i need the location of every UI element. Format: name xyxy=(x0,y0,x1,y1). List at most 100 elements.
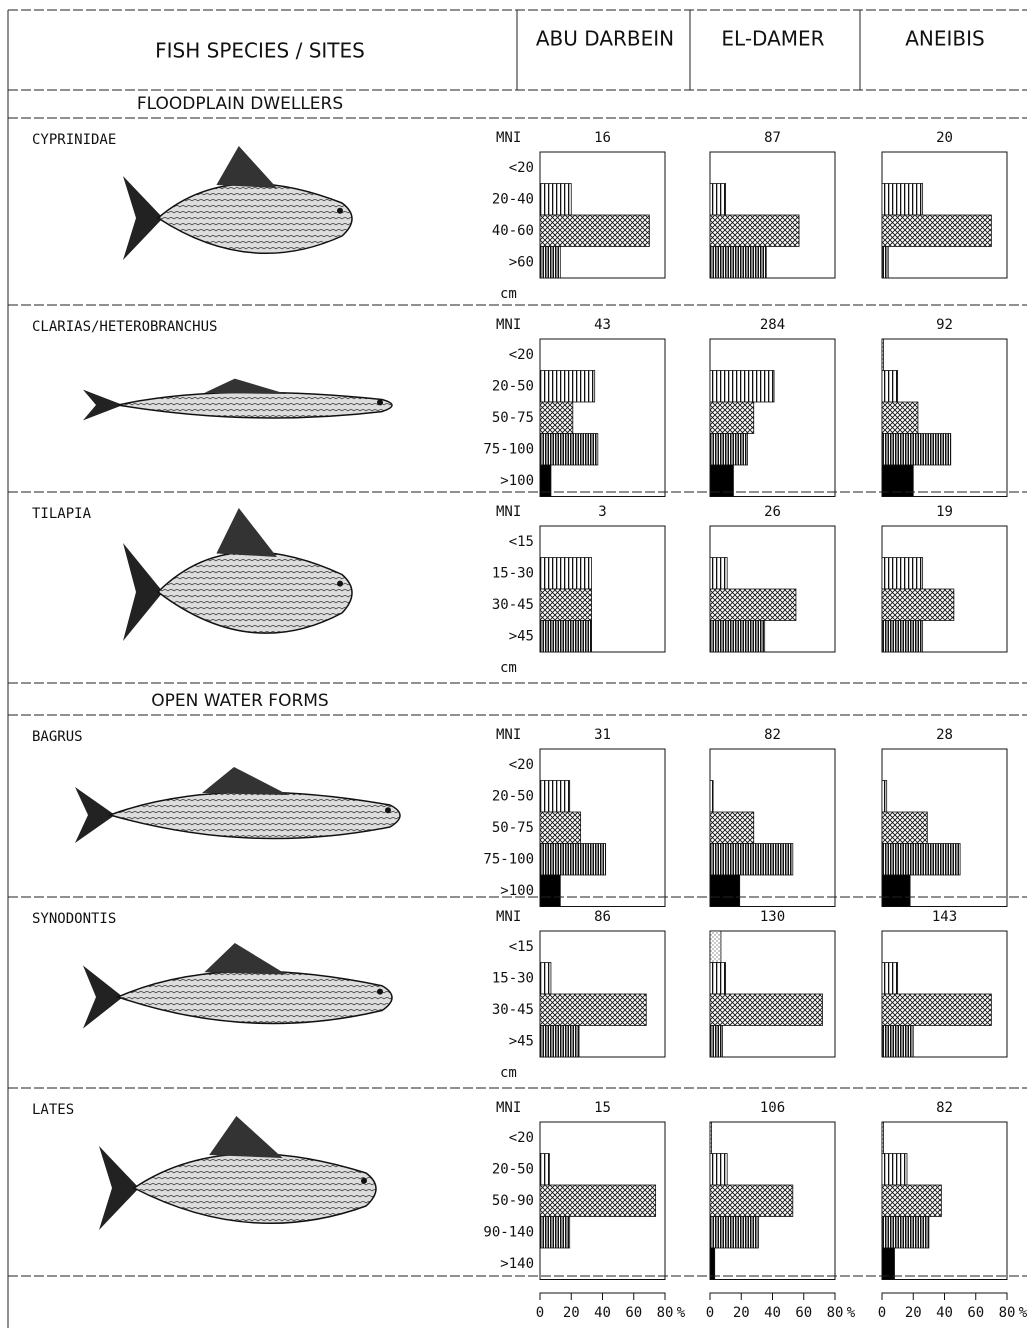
category-label: 50-90 xyxy=(492,1193,534,1209)
bar xyxy=(540,1154,549,1186)
bar xyxy=(882,875,910,907)
count-label: MNI xyxy=(496,909,521,925)
bar xyxy=(882,1154,907,1186)
axis-unit: % xyxy=(847,1305,856,1321)
category-label: 20-50 xyxy=(492,378,534,394)
bar xyxy=(710,371,774,403)
category-label: 50-75 xyxy=(492,410,534,426)
count-label: MNI xyxy=(496,1100,521,1116)
site-name: ABU DARBEIN xyxy=(536,27,674,51)
bar xyxy=(540,994,646,1026)
bar xyxy=(710,875,740,907)
bar xyxy=(710,621,765,653)
x-tick-label: 60 xyxy=(967,1305,984,1321)
bar xyxy=(710,1185,793,1217)
bar xyxy=(540,1217,570,1249)
bar xyxy=(882,844,960,876)
category-label: >100 xyxy=(500,473,534,489)
count-value: 130 xyxy=(760,909,785,925)
count-value: 43 xyxy=(594,317,611,333)
x-tick-label: 0 xyxy=(878,1305,886,1321)
bar xyxy=(882,1185,941,1217)
axis-unit: % xyxy=(677,1305,686,1321)
bar xyxy=(540,434,598,466)
count-value: 16 xyxy=(594,130,611,146)
bar xyxy=(882,1026,913,1058)
category-label: 15-30 xyxy=(492,970,534,986)
x-tick-label: 80 xyxy=(999,1305,1016,1321)
count-value: 87 xyxy=(764,130,781,146)
fish-eye xyxy=(377,989,383,995)
count-value: 92 xyxy=(936,317,953,333)
bar xyxy=(710,1122,712,1154)
category-label: 20-50 xyxy=(492,1161,534,1177)
header-title: FISH SPECIES / SITES xyxy=(155,39,365,63)
fish-body xyxy=(118,971,392,1023)
bar xyxy=(882,184,923,216)
bar xyxy=(540,844,606,876)
bar xyxy=(540,1026,579,1058)
x-tick-label: 0 xyxy=(706,1305,714,1321)
bar xyxy=(882,1248,895,1280)
category-label: <20 xyxy=(509,160,534,176)
bar xyxy=(882,1122,884,1154)
unit-label: cm xyxy=(500,660,517,676)
count-label: MNI xyxy=(496,727,521,743)
count-value: 31 xyxy=(594,727,611,743)
category-label: 30-45 xyxy=(492,1002,534,1018)
bar xyxy=(710,781,713,813)
bar xyxy=(710,994,823,1026)
species-name: CYPRINIDAE xyxy=(32,132,116,148)
fish-illustration xyxy=(123,146,352,260)
fish-body xyxy=(110,792,400,838)
bar xyxy=(710,215,799,247)
bar xyxy=(882,247,888,279)
x-tick-label: 60 xyxy=(795,1305,812,1321)
bar xyxy=(710,1248,715,1280)
bar xyxy=(882,558,923,590)
unit-label: cm xyxy=(500,286,517,302)
x-tick-label: 20 xyxy=(905,1305,922,1321)
bar xyxy=(710,434,748,466)
count-value: 19 xyxy=(936,504,953,520)
species-name: LATES xyxy=(32,1102,74,1118)
count-value: 3 xyxy=(598,504,606,520)
figure: FISH SPECIES / SITES ABU DARBEIN EL-DAME… xyxy=(0,0,1027,1328)
category-label: 15-30 xyxy=(492,565,534,581)
count-label: MNI xyxy=(496,130,521,146)
bar xyxy=(882,781,887,813)
bar xyxy=(882,812,927,844)
fish-illustration xyxy=(99,1116,376,1230)
site-name: ANEIBIS xyxy=(905,27,985,51)
fish-eye xyxy=(337,208,343,214)
x-tick-label: 0 xyxy=(536,1305,544,1321)
category-label: >45 xyxy=(509,1033,534,1049)
x-tick-label: 40 xyxy=(936,1305,953,1321)
bar xyxy=(540,875,560,907)
count-value: 15 xyxy=(594,1100,611,1116)
bar xyxy=(710,931,721,963)
x-tick-label: 40 xyxy=(764,1305,781,1321)
category-label: <15 xyxy=(509,534,534,550)
category-label: 75-100 xyxy=(483,851,534,867)
count-value: 106 xyxy=(760,1100,785,1116)
fish-body xyxy=(118,392,392,418)
bar xyxy=(540,371,595,403)
bar xyxy=(710,1026,723,1058)
bar xyxy=(710,184,726,216)
x-tick-label: 20 xyxy=(563,1305,580,1321)
bar xyxy=(882,994,991,1026)
category-label: <20 xyxy=(509,757,534,773)
fish-body xyxy=(158,552,352,633)
count-value: 143 xyxy=(932,909,957,925)
x-tick-label: 80 xyxy=(657,1305,674,1321)
bar xyxy=(710,247,766,279)
fish-body xyxy=(134,1154,376,1224)
fish-eye xyxy=(337,581,343,587)
category-label: 20-50 xyxy=(492,788,534,804)
bar xyxy=(882,434,951,466)
fish-fin xyxy=(204,379,286,394)
bar xyxy=(540,558,592,590)
fish-fin xyxy=(216,508,276,557)
fish-fin xyxy=(209,1116,282,1158)
